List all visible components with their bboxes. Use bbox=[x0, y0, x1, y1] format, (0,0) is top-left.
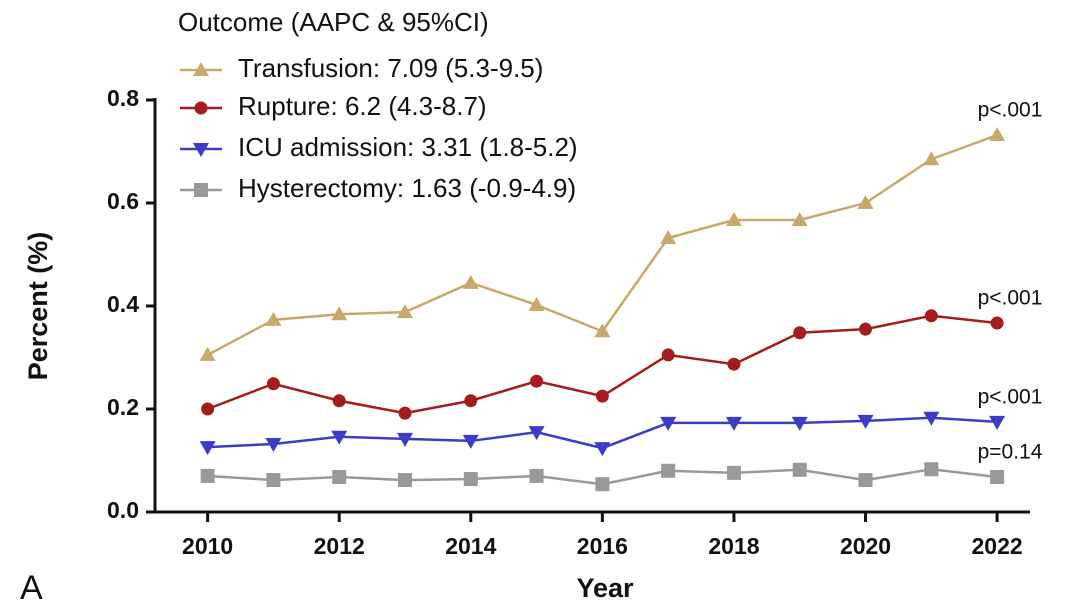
marker bbox=[923, 411, 940, 426]
marker bbox=[266, 473, 281, 488]
annotation: p<.001 bbox=[978, 287, 1043, 310]
legend-label: Rupture: 6.2 (4.3-8.7) bbox=[238, 91, 487, 121]
marker bbox=[660, 416, 677, 431]
marker bbox=[528, 296, 545, 311]
marker bbox=[199, 346, 216, 361]
marker bbox=[791, 211, 808, 226]
annotation: p=0.14 bbox=[978, 441, 1043, 464]
annotation: p<.001 bbox=[978, 99, 1043, 122]
marker bbox=[266, 377, 280, 391]
marker bbox=[792, 462, 807, 477]
legend-label: ICU admission: 3.31 (1.8-5.2) bbox=[238, 132, 578, 162]
y-tick-label: 0.6 bbox=[107, 188, 139, 214]
marker bbox=[990, 469, 1005, 484]
y-tick-label: 0.0 bbox=[107, 497, 139, 523]
marker bbox=[464, 394, 478, 408]
x-tick-label: 2010 bbox=[182, 533, 233, 559]
marker bbox=[331, 430, 348, 445]
marker bbox=[594, 442, 611, 457]
x-tick-label: 2018 bbox=[708, 533, 759, 559]
marker bbox=[857, 414, 874, 429]
marker bbox=[924, 462, 939, 477]
y-tick-label: 0.8 bbox=[107, 85, 139, 111]
x-tick-label: 2012 bbox=[314, 533, 365, 559]
marker bbox=[595, 477, 610, 492]
y-tick-label: 0.2 bbox=[107, 394, 139, 420]
marker bbox=[199, 441, 216, 456]
y-axis-label: Percent (%) bbox=[23, 232, 53, 381]
marker bbox=[661, 463, 676, 478]
legend-marker bbox=[194, 183, 208, 197]
marker bbox=[331, 306, 348, 321]
legend-label: Transfusion: 7.09 (5.3-9.5) bbox=[238, 53, 543, 83]
marker bbox=[793, 326, 807, 340]
marker bbox=[201, 402, 215, 416]
marker bbox=[661, 348, 675, 362]
marker bbox=[857, 195, 874, 209]
annotation: p<.001 bbox=[978, 385, 1043, 408]
marker bbox=[990, 316, 1004, 330]
x-tick-label: 2022 bbox=[972, 533, 1023, 559]
x-tick-label: 2020 bbox=[840, 533, 891, 559]
marker bbox=[594, 323, 611, 338]
marker bbox=[859, 322, 873, 336]
marker bbox=[265, 438, 282, 453]
marker bbox=[397, 304, 413, 319]
marker bbox=[989, 415, 1006, 430]
marker bbox=[725, 416, 742, 431]
marker bbox=[727, 357, 741, 371]
marker bbox=[989, 127, 1006, 142]
marker bbox=[332, 469, 347, 484]
marker bbox=[529, 468, 544, 483]
marker bbox=[397, 432, 413, 447]
marker bbox=[924, 309, 938, 323]
legend-label: Hysterectomy: 1.63 (-0.9-4.9) bbox=[238, 173, 576, 203]
marker bbox=[725, 211, 742, 226]
marker bbox=[398, 473, 412, 488]
marker bbox=[462, 274, 479, 289]
marker bbox=[265, 311, 282, 326]
marker bbox=[660, 230, 677, 245]
panel-label: A bbox=[20, 569, 43, 607]
legend-marker bbox=[194, 101, 208, 115]
legend-title: Outcome (AAPC & 95%CI) bbox=[178, 7, 489, 37]
marker bbox=[923, 151, 940, 166]
marker bbox=[463, 472, 478, 487]
marker bbox=[858, 473, 873, 488]
marker bbox=[200, 468, 215, 483]
x-tick-label: 2016 bbox=[577, 533, 628, 559]
legend-marker bbox=[193, 143, 209, 157]
marker bbox=[791, 416, 808, 431]
marker bbox=[528, 426, 545, 441]
marker bbox=[398, 406, 412, 420]
marker bbox=[332, 394, 346, 408]
marker bbox=[726, 465, 741, 480]
y-tick-label: 0.4 bbox=[107, 291, 139, 317]
marker bbox=[462, 434, 479, 449]
legend-marker bbox=[193, 62, 209, 76]
x-tick-label: 2014 bbox=[445, 533, 496, 559]
series-line bbox=[207, 133, 998, 357]
marker bbox=[595, 389, 609, 403]
x-axis-label: Year bbox=[576, 573, 634, 603]
marker bbox=[530, 374, 544, 388]
